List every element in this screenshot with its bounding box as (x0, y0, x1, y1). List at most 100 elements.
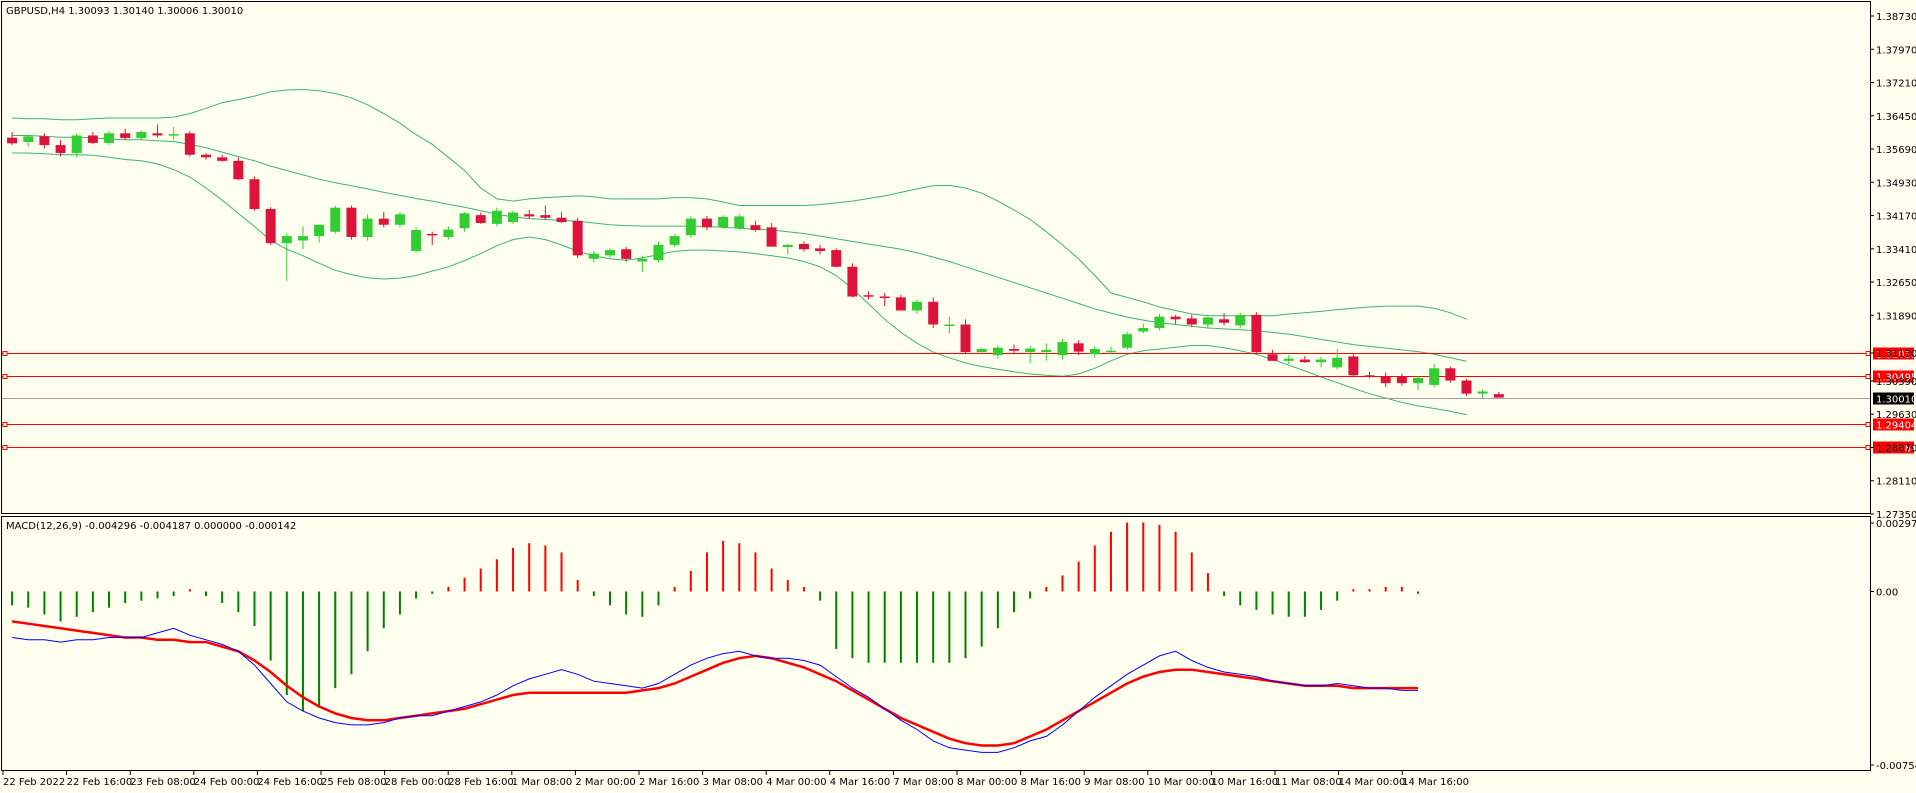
macd-signal-line (11, 620, 1418, 747)
bear-candle-body (540, 215, 551, 218)
bear-candle-body (1186, 318, 1197, 325)
price-tick-label: 1.31130 (1876, 349, 1916, 360)
bull-candle-body (23, 136, 34, 143)
macd-histogram (11, 522, 1419, 712)
price-tick-label: 1.36450 (1876, 112, 1916, 123)
line-anchor-right (1865, 351, 1871, 356)
line-anchor-left (2, 422, 8, 427)
bear-candle-body (621, 249, 632, 259)
hline-price-tag (1873, 418, 1914, 431)
bull-candle-body (944, 324, 955, 327)
bull-candle-body (491, 210, 502, 224)
bull-candle-body (136, 131, 147, 139)
time-tick-label: 22 Feb 16:00 (67, 777, 133, 788)
price-tick-label: 1.32650 (1876, 278, 1916, 289)
time-tick-label: 23 Feb 08:00 (130, 777, 196, 788)
bear-candle-body (55, 145, 66, 153)
time-tick-label: 11 Mar 08:00 (1275, 777, 1342, 788)
bear-candle-body (831, 250, 842, 267)
line-anchor-left (2, 351, 8, 356)
bear-candle-body (233, 160, 244, 180)
bear-candle-body (265, 208, 276, 244)
price-panel-frame (1, 1, 1871, 514)
current-price-label: 1.30010 (1876, 395, 1916, 406)
price-panel-header: GBPUSD,H4 1.30093 1.30140 1.30006 1.3001… (6, 6, 243, 17)
bear-candle-body (1461, 380, 1472, 394)
time-tick-label: 22 Feb 2022 (3, 777, 65, 788)
hline-price-label: 1.28884 (1876, 444, 1916, 455)
line-anchor-right (1865, 374, 1871, 379)
bear-candle-body (895, 297, 906, 311)
bear-candle-body (701, 218, 712, 228)
bull-candle-body (443, 229, 454, 237)
bear-candle-body (1267, 354, 1278, 361)
bear-candle-body (798, 243, 809, 250)
macd-panel-header: MACD(12,26,9) -0.004296 -0.004187 0.0000… (6, 521, 296, 532)
bear-candle-body (879, 296, 890, 299)
horizontal-lines[interactable] (2, 351, 1871, 450)
bull-candle-body (1122, 334, 1133, 348)
bull-candle-body (1429, 368, 1440, 385)
price-tick-label: 1.31890 (1876, 311, 1916, 322)
macd-panel[interactable]: MACD(12,26,9) -0.004296 -0.004187 0.0000… (1, 516, 1871, 771)
bear-candle-body (152, 133, 163, 136)
bull-candle-body (637, 258, 648, 262)
line-anchor-right (1865, 445, 1871, 450)
bear-candle-body (1380, 377, 1391, 384)
time-tick-label: 28 Feb 00:00 (385, 777, 451, 788)
bull-candle-body (411, 229, 422, 251)
time-tick-label: 7 Mar 08:00 (893, 777, 953, 788)
bull-candle-body (1235, 314, 1246, 326)
time-tick-label: 2 Mar 16:00 (639, 777, 699, 788)
bull-candle-body (314, 224, 325, 237)
bear-candle-body (556, 217, 567, 223)
bear-candle-body (39, 136, 50, 146)
time-tick-label: 10 Mar 16:00 (1211, 777, 1278, 788)
bear-candle-body (427, 233, 438, 236)
bull-candle-body (976, 349, 987, 353)
bull-candle-body (459, 213, 470, 229)
bull-candle-body (685, 218, 696, 236)
time-tick-label: 24 Feb 00:00 (194, 777, 260, 788)
bull-candle-body (394, 214, 405, 225)
bull-candle-body (1316, 359, 1327, 363)
bear-candle-body (1170, 316, 1181, 320)
price-panel[interactable]: GBPUSD,H4 1.30093 1.30140 1.30006 1.3001… (1, 1, 1871, 514)
bull-candle-body (734, 216, 745, 229)
macd-axis: 0.002979 0.00 -0.007546 (1870, 519, 1916, 772)
bear-candle-body (1348, 356, 1359, 376)
bull-candle-body (330, 207, 341, 232)
line-anchor-right (1865, 422, 1871, 427)
current-price-tag (1873, 392, 1914, 405)
candles (7, 124, 1504, 399)
price-tick-label: 1.35690 (1876, 145, 1916, 156)
bull-candle-body (1477, 391, 1488, 394)
price-axis: 1.31035 1.30495 1.29404 1.28884 1.38730 1.379… (1870, 12, 1916, 521)
time-tick-label: 28 Feb 16:00 (448, 777, 514, 788)
bull-candle-body (71, 135, 82, 153)
hline-price-label: 1.30495 (1876, 373, 1916, 384)
bear-candle-body (1445, 368, 1456, 381)
price-tick-label: 1.29630 (1876, 410, 1916, 421)
bear-candle-body (766, 227, 777, 247)
bull-candle-body (1283, 358, 1294, 361)
bull-candle-body (1332, 357, 1343, 368)
bull-candle-body (508, 212, 519, 223)
bear-candle-body (217, 157, 228, 161)
bear-candle-body (1299, 359, 1310, 363)
time-tick-label: 1 Mar 08:00 (512, 777, 572, 788)
price-tick-label: 1.38730 (1876, 12, 1916, 23)
time-tick-label: 25 Feb 08:00 (321, 777, 387, 788)
price-tick-label: 1.34930 (1876, 178, 1916, 189)
bear-candle-body (572, 220, 583, 256)
hline-price-label: 1.31035 (1876, 350, 1916, 361)
bull-candle-body (1041, 349, 1052, 353)
bear-candle-body (7, 137, 18, 144)
price-tick-label: 1.28110 (1876, 477, 1916, 488)
bear-candle-body (1364, 375, 1375, 378)
bear-candle-body (750, 225, 761, 230)
price-tick-label: 1.34170 (1876, 212, 1916, 223)
price-tick-label: 1.28870 (1876, 443, 1916, 454)
